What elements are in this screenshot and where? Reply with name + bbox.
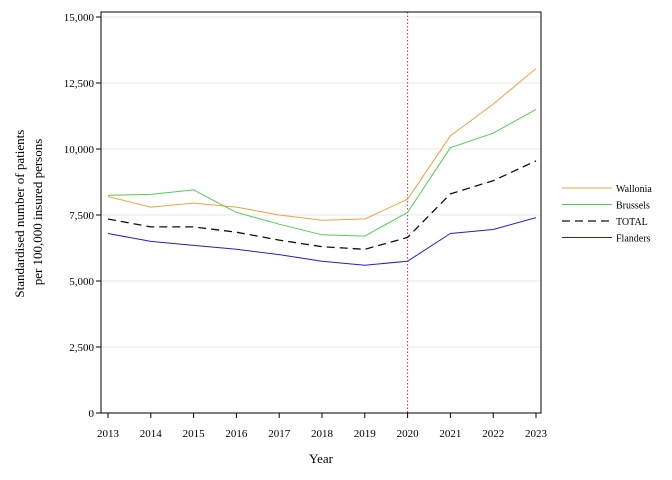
- legend-label-flanders: Flanders: [616, 234, 651, 245]
- x-tick-label: 2023: [525, 428, 548, 440]
- x-tick-label: 2018: [311, 428, 334, 440]
- series-layer: [107, 68, 537, 266]
- x-axis-title: Year: [309, 451, 334, 466]
- y-tick-label: 7,500: [69, 210, 94, 222]
- y-axis-title-line-2: per 100,000 insured persons: [30, 139, 45, 286]
- x-tick-label: 2015: [183, 428, 206, 440]
- x-tick-label: 2020: [397, 428, 420, 440]
- plot-frame: [100, 11, 542, 414]
- y-tick-label: 15,000: [64, 12, 95, 24]
- x-axis: 2013 2014 2015 2016 2017 2018 2019 2020 2021 2022…: [97, 413, 548, 440]
- y-tick-label: 0: [89, 408, 95, 420]
- x-tick-label: 2021: [439, 428, 461, 440]
- x-tick-label: 2014: [140, 428, 163, 440]
- legend: Wallonia Brussels TOTAL Flanders: [562, 184, 652, 245]
- y-tick-label: 5,000: [69, 276, 94, 288]
- x-tick-label: 2017: [268, 428, 291, 440]
- y-axis: 0 2,500 5,000 7,500 10,000 12,500 15,000: [64, 12, 101, 420]
- legend-label-total: TOTAL: [616, 217, 648, 228]
- x-tick-label: 2019: [354, 428, 377, 440]
- y-tick-label: 10,000: [64, 144, 95, 156]
- series-line-brussels: [107, 108, 537, 237]
- series-line-flanders: [107, 217, 537, 266]
- y-tick-label: 2,500: [69, 342, 94, 354]
- y-axis-title-line-1: Standardised number of patients: [12, 130, 27, 298]
- x-tick-label: 2013: [97, 428, 120, 440]
- legend-label-wallonia: Wallonia: [616, 184, 652, 195]
- y-axis-title: Standardised number of patients per 100,…: [12, 126, 45, 297]
- legend-label-brussels: Brussels: [616, 201, 650, 212]
- x-tick-label: 2016: [225, 428, 248, 440]
- series-line-total: [107, 160, 537, 250]
- x-tick-label: 2022: [482, 428, 504, 440]
- y-tick-label: 12,500: [64, 78, 95, 90]
- gridlines: [101, 16, 541, 348]
- series-line-wallonia: [107, 68, 537, 221]
